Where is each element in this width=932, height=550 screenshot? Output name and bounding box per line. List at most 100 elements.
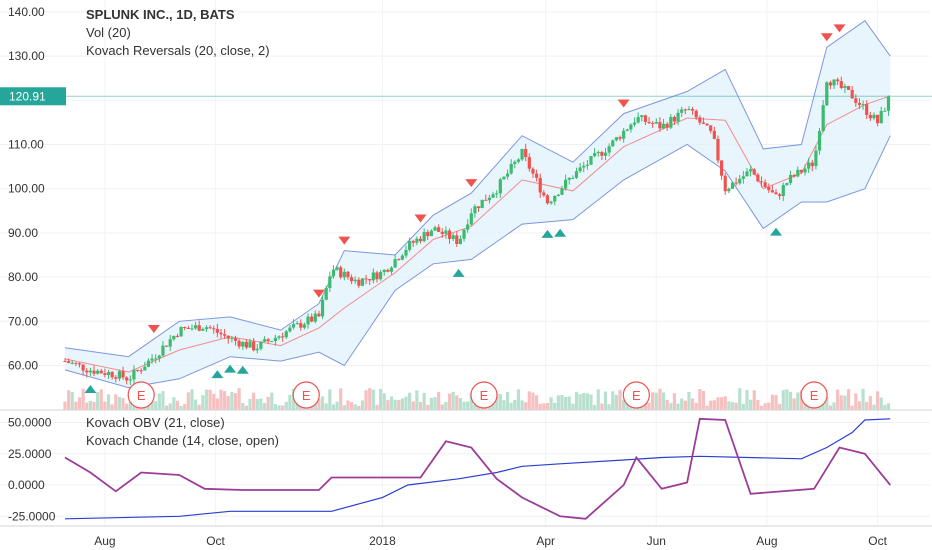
candle-body	[117, 371, 122, 379]
candle-body	[161, 345, 165, 356]
candle-body	[270, 340, 274, 342]
candle-body	[440, 231, 444, 234]
earnings-marker	[292, 381, 320, 409]
candle-body	[614, 137, 618, 141]
sell-signal-triangle	[147, 324, 160, 333]
sell-signal-triangle	[414, 214, 427, 223]
candle-body	[429, 230, 433, 237]
candle-body	[564, 179, 568, 189]
volume-bar	[589, 394, 593, 410]
volume-bar	[571, 403, 575, 410]
candle-body	[545, 195, 550, 204]
volume-bar	[839, 395, 843, 410]
candle-body	[723, 175, 727, 192]
candle-body	[484, 199, 488, 201]
candle-body	[850, 89, 854, 99]
volume-bar	[110, 404, 114, 410]
volume-bar	[455, 395, 459, 410]
legend-kovach-reversals[interactable]: Kovach Reversals (20, close, 2)	[86, 43, 270, 58]
volume-bar	[596, 389, 600, 410]
volume-bar	[223, 391, 227, 410]
candle-body	[186, 327, 190, 329]
volume-bar	[778, 403, 782, 410]
volume-bar	[611, 391, 615, 410]
candle-body	[342, 271, 346, 278]
main-grid	[0, 0, 930, 526]
candle-body	[524, 148, 528, 158]
candle-body	[749, 169, 753, 172]
current-price-label-bg	[0, 87, 66, 106]
candle-body	[886, 96, 891, 111]
candle-body	[197, 325, 201, 331]
candle-body	[719, 160, 724, 176]
volume-bar	[865, 402, 869, 410]
candle-body	[77, 363, 82, 365]
candle-body	[106, 372, 111, 375]
volume-bar	[70, 391, 74, 410]
obv-line	[64, 418, 891, 520]
candle-body	[81, 364, 85, 371]
volume-bar	[629, 405, 633, 410]
volume-bar	[418, 401, 423, 410]
candle-body	[534, 173, 539, 178]
candle-body	[284, 331, 288, 338]
candle-body	[538, 177, 542, 193]
candle-body	[179, 326, 183, 337]
volume-bar	[545, 403, 550, 410]
candle-body	[709, 125, 713, 131]
candle-body	[92, 370, 96, 374]
candle-body	[868, 115, 872, 119]
volume-bar	[734, 402, 738, 410]
candle-body	[661, 123, 666, 129]
candle-body	[241, 341, 245, 347]
candle-body	[607, 146, 611, 153]
volume-bar	[219, 389, 223, 410]
candle-body	[571, 177, 575, 179]
volume-bar	[154, 401, 158, 410]
volume-bar	[850, 405, 854, 410]
volume-bar	[172, 397, 176, 410]
volume-bar	[212, 393, 216, 410]
lower-y-tick-label: 50.0000	[8, 416, 52, 430]
volume-bar	[578, 394, 582, 410]
volume-bar	[741, 403, 745, 410]
candle-body	[306, 316, 310, 325]
candle-body	[745, 171, 749, 177]
x-tick-label: Aug	[94, 534, 115, 548]
volume-bar	[879, 397, 883, 410]
candle-body	[146, 360, 151, 367]
volume-bar	[556, 395, 560, 410]
candle-body	[357, 279, 361, 286]
candle-body	[281, 336, 285, 338]
volume-bar	[520, 400, 524, 410]
earnings-marker-label: E	[302, 388, 311, 403]
volume-bar	[379, 388, 383, 410]
legend-kovach-obv[interactable]: Kovach OBV (21, close)	[86, 415, 225, 430]
candle-body	[215, 328, 219, 333]
candle-body	[520, 148, 524, 160]
candle-body	[114, 377, 118, 379]
candle-body	[647, 121, 651, 124]
volume-bar	[513, 399, 517, 410]
candle-body	[759, 181, 764, 183]
earnings-markers[interactable]: EEEEEE	[127, 381, 932, 409]
candle-body	[139, 370, 143, 372]
candle-body	[716, 138, 720, 161]
y-tick-label: 60.00	[8, 359, 38, 373]
volume-bar	[730, 402, 735, 410]
candle-body	[426, 232, 430, 237]
lower-y-tick-label: 25.0000	[8, 447, 52, 461]
candle-body	[132, 369, 136, 380]
volume-bar	[705, 405, 709, 410]
candle-body	[262, 339, 267, 342]
candle-body	[128, 379, 132, 381]
candle-body	[317, 313, 321, 317]
legend-kovach-chande[interactable]: Kovach Chande (14, close, open)	[86, 433, 279, 448]
candle-body	[310, 316, 314, 322]
volume-bar	[81, 388, 85, 410]
volume-bar	[770, 394, 774, 410]
volume-bar	[317, 398, 321, 410]
legend-vol[interactable]: Vol (20)	[86, 25, 131, 40]
volume-bar	[114, 394, 118, 410]
